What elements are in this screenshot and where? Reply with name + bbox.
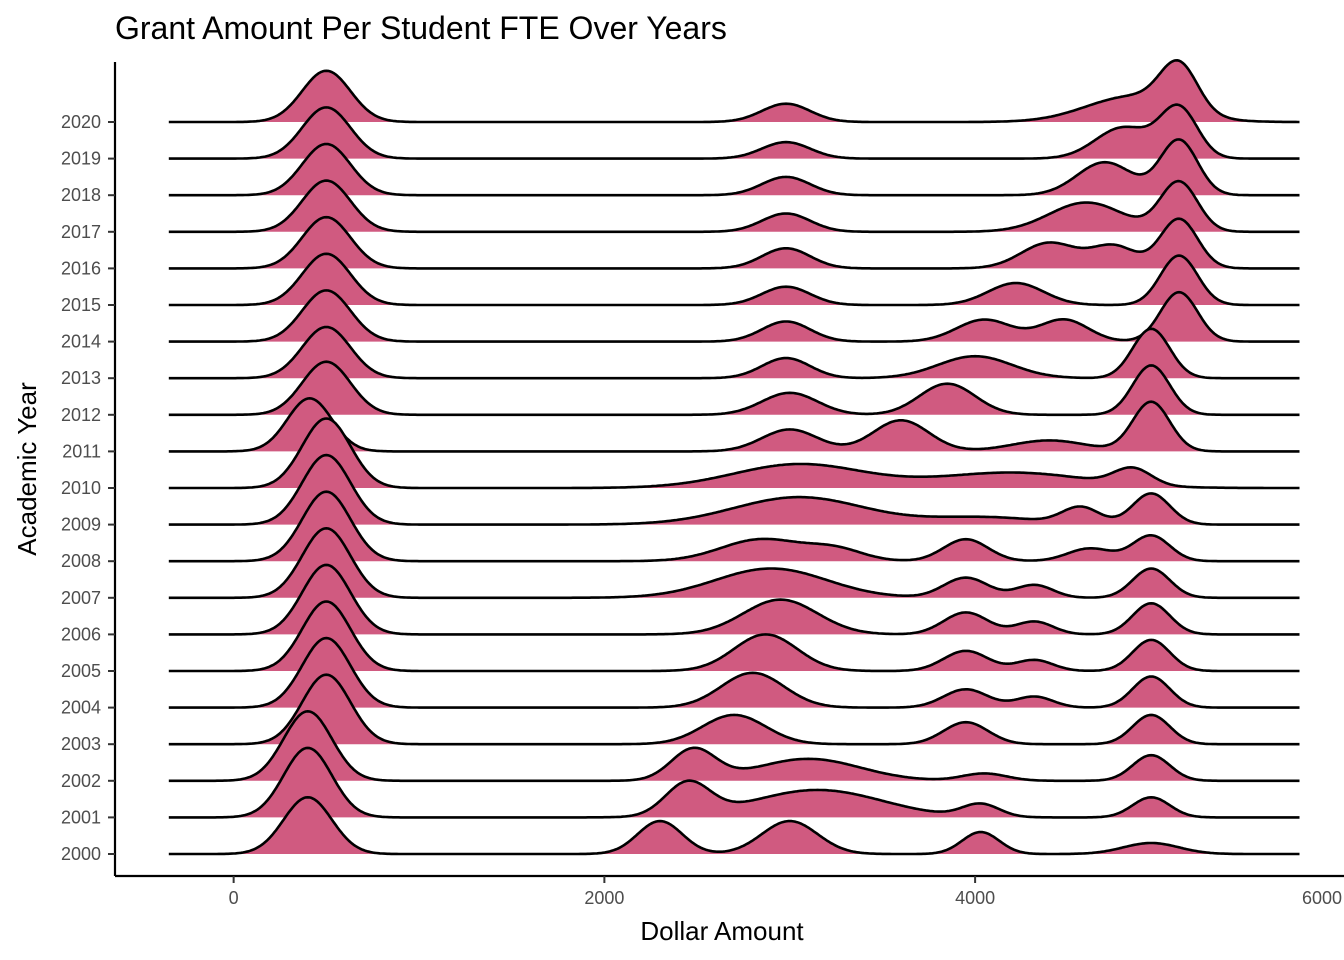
y-tick-label-2013: 2013 bbox=[61, 368, 101, 388]
ridge-2008 bbox=[168, 490, 1300, 563]
ridge-line-2011 bbox=[168, 397, 1300, 453]
ridge-2000 bbox=[168, 796, 1300, 856]
y-tick-label-2009: 2009 bbox=[61, 515, 101, 535]
ridge-2012 bbox=[168, 360, 1300, 417]
y-tick-label-2007: 2007 bbox=[61, 588, 101, 608]
ridge-2002 bbox=[168, 710, 1300, 783]
y-tick-label-2015: 2015 bbox=[61, 295, 101, 315]
ridge-line-2020 bbox=[168, 59, 1300, 124]
y-tick-label-2010: 2010 bbox=[61, 478, 101, 498]
ridge-line-2015 bbox=[168, 252, 1300, 307]
y-axis-ticks: 2020 2019 2018 2017 2016 2015 2014 2013 2012 2011… bbox=[61, 112, 115, 864]
ridge-line-2002 bbox=[168, 710, 1300, 783]
y-tick-label-2002: 2002 bbox=[61, 771, 101, 791]
y-tick-label-2012: 2012 bbox=[61, 405, 101, 425]
ridge-fill-2008 bbox=[168, 491, 1300, 562]
y-tick-label-2006: 2006 bbox=[61, 624, 101, 644]
y-tick-label-2011: 2011 bbox=[62, 441, 101, 461]
x-tick-label-0: 0 bbox=[229, 888, 239, 908]
ridge-2003 bbox=[168, 673, 1300, 746]
ridge-2013 bbox=[168, 325, 1300, 380]
y-tick-label-2017: 2017 bbox=[61, 222, 101, 242]
ridge-line-2009 bbox=[168, 453, 1300, 526]
ridge-fill-2003 bbox=[168, 674, 1300, 745]
ridge-2006 bbox=[168, 563, 1300, 636]
ridge-fill-2002 bbox=[168, 711, 1300, 781]
ridge-fill-2004 bbox=[168, 638, 1300, 708]
ridge-fill-2012 bbox=[168, 361, 1300, 415]
y-tick-label-2014: 2014 bbox=[61, 332, 101, 352]
ridge-fill-2000 bbox=[168, 797, 1300, 854]
ridge-line-2001 bbox=[168, 746, 1300, 819]
ridge-line-2019 bbox=[168, 103, 1300, 160]
x-axis-title: Dollar Amount bbox=[640, 916, 804, 946]
ridge-fill-2007 bbox=[168, 528, 1300, 598]
ridge-line-2004 bbox=[168, 636, 1300, 709]
y-tick-label-2020: 2020 bbox=[61, 112, 101, 132]
ridge-line-2003 bbox=[168, 673, 1300, 746]
ridge-2010 bbox=[168, 417, 1300, 490]
ridge-fill-2005 bbox=[168, 601, 1300, 671]
y-tick-label-2004: 2004 bbox=[61, 698, 101, 718]
ridge-2005 bbox=[168, 600, 1300, 673]
y-tick-label-2003: 2003 bbox=[61, 734, 101, 754]
ridge-line-2000 bbox=[168, 796, 1300, 856]
ridges bbox=[168, 59, 1300, 856]
ridge-2004 bbox=[168, 636, 1300, 709]
x-axis-ticks: 0 2000 4000 6000 bbox=[229, 876, 1342, 908]
y-tick-label-2000: 2000 bbox=[61, 844, 101, 864]
ridge-fill-2015 bbox=[168, 253, 1300, 305]
ridge-line-2014 bbox=[168, 289, 1300, 343]
ridge-2007 bbox=[168, 527, 1300, 600]
ridge-2015 bbox=[168, 252, 1300, 307]
ridge-line-2018 bbox=[168, 138, 1300, 197]
ridge-fill-2013 bbox=[168, 327, 1300, 379]
ridge-2011 bbox=[168, 397, 1300, 453]
ridge-2009 bbox=[168, 453, 1300, 526]
ridge-line-2017 bbox=[168, 179, 1300, 234]
ridge-2001 bbox=[168, 746, 1300, 819]
y-tick-label-2001: 2001 bbox=[61, 807, 101, 827]
ridge-line-2010 bbox=[168, 417, 1300, 490]
chart-title: Grant Amount Per Student FTE Over Years bbox=[115, 10, 727, 46]
y-tick-label-2018: 2018 bbox=[61, 185, 101, 205]
ridge-fill-2006 bbox=[168, 564, 1300, 635]
ridge-fill-2014 bbox=[168, 290, 1300, 342]
y-tick-label-2019: 2019 bbox=[61, 149, 101, 169]
x-tick-label-4000: 4000 bbox=[955, 888, 995, 908]
y-tick-label-2016: 2016 bbox=[61, 258, 101, 278]
ridge-2016 bbox=[168, 215, 1300, 270]
y-axis-title: Academic Year bbox=[12, 382, 42, 556]
ridge-fill-2011 bbox=[168, 398, 1300, 452]
ridge-line-2012 bbox=[168, 360, 1300, 417]
ridge-2014 bbox=[168, 289, 1300, 343]
ridge-line-2016 bbox=[168, 215, 1300, 270]
x-tick-label-6000: 6000 bbox=[1302, 888, 1342, 908]
x-tick-label-2000: 2000 bbox=[584, 888, 624, 908]
ridge-line-2005 bbox=[168, 600, 1300, 673]
y-tick-label-2005: 2005 bbox=[61, 661, 101, 681]
ridge-line-2006 bbox=[168, 563, 1300, 636]
ridge-line-2013 bbox=[168, 325, 1300, 380]
y-tick-label-2008: 2008 bbox=[61, 551, 101, 571]
ridge-fill-2001 bbox=[168, 747, 1300, 818]
ridge-line-2008 bbox=[168, 490, 1300, 563]
ridge-line-2007 bbox=[168, 527, 1300, 600]
ridge-fill-2009 bbox=[168, 455, 1300, 525]
